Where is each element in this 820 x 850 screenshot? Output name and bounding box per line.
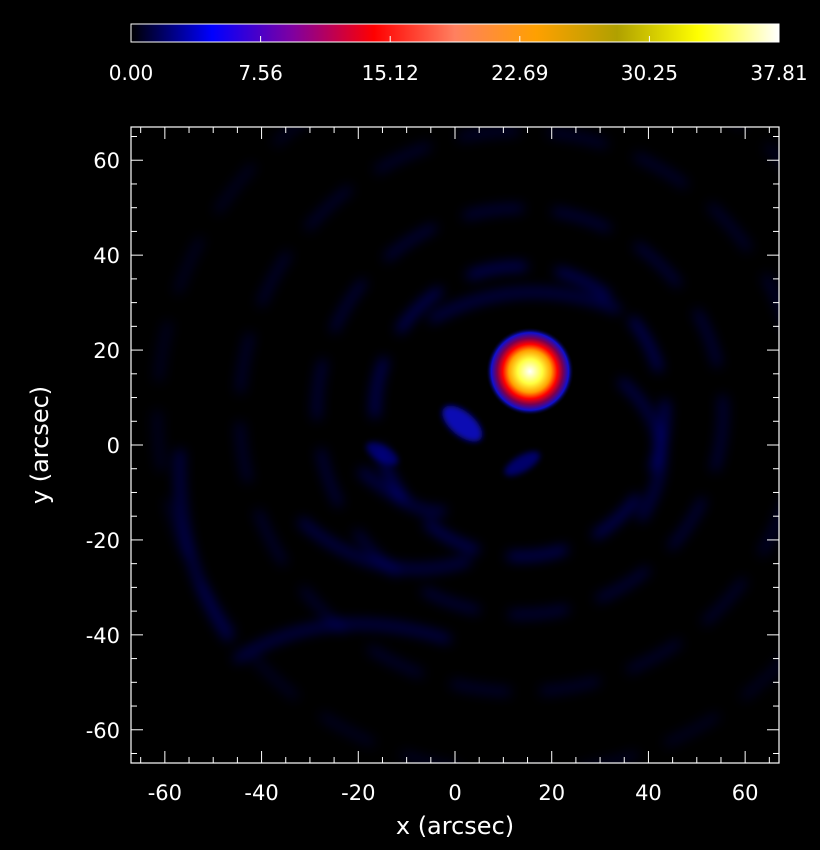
sidelobe-rings xyxy=(153,127,779,763)
sidelobe-ring xyxy=(153,127,779,763)
colorbar-tick-label: 30.25 xyxy=(621,61,678,85)
plot-area: -60 -40 -20 0 20 40 60 -60 -40 -20 0 20 40 60 xyxy=(86,126,780,805)
y-tick-label: -60 xyxy=(86,719,120,743)
bright-source xyxy=(485,327,574,416)
y-tick-label: 60 xyxy=(93,149,120,173)
x-tick-label: 0 xyxy=(448,781,461,805)
sidelobe-arc xyxy=(357,466,447,516)
sidelobe-ring xyxy=(313,204,727,619)
sidelobe-ring xyxy=(371,262,669,561)
intensity-image xyxy=(153,127,779,763)
sidelobe-arc xyxy=(428,288,622,324)
x-tick-label: -20 xyxy=(341,781,375,805)
colorbar-tick-label: 22.69 xyxy=(491,61,548,85)
x-tick-label: 40 xyxy=(635,781,662,805)
faint-source-blob xyxy=(442,405,483,442)
faint-source xyxy=(366,405,541,476)
colorbar-tick-label: 7.56 xyxy=(238,61,283,85)
x-tick-label: 20 xyxy=(538,781,565,805)
y-tick-label: -20 xyxy=(86,529,120,553)
colorbar-gradient xyxy=(130,23,780,43)
x-axis-label: x (arcsec) xyxy=(396,812,514,840)
faint-arc-blob xyxy=(366,442,399,465)
y-tick-label: 40 xyxy=(93,244,120,268)
y-axis-label: y (arcsec) xyxy=(26,386,54,504)
faint-arc-blob xyxy=(504,451,541,476)
plot-background xyxy=(131,127,779,763)
sidelobe-arc xyxy=(175,449,234,643)
sidelobe-arc xyxy=(232,620,452,664)
colorbar-tick-label: 37.81 xyxy=(750,61,807,85)
x-tick-label: -40 xyxy=(244,781,278,805)
colorbar: 0.00 7.56 15.12 22.69 30.25 37.81 xyxy=(109,23,808,85)
colorbar-tick-label: 0.00 xyxy=(109,61,154,85)
y-tick-label: 0 xyxy=(107,434,120,458)
x-tick-label: 60 xyxy=(732,781,759,805)
y-tick-label: 20 xyxy=(93,339,120,363)
x-tick-label: -60 xyxy=(148,781,182,805)
sidelobe-arc xyxy=(297,516,472,573)
y-tick-label: -40 xyxy=(86,624,120,648)
colorbar-tick-label: 15.12 xyxy=(362,61,419,85)
sidelobe-arc xyxy=(617,376,665,523)
